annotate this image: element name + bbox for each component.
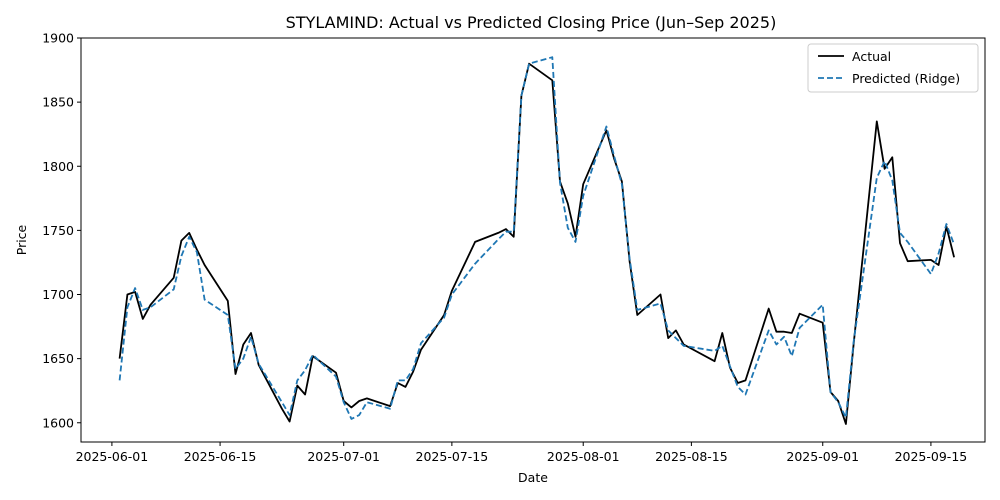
y-tick-label: 1650 [42, 351, 74, 366]
y-axis-label: Price [14, 224, 29, 255]
x-axis: 2025-06-01 2025-06-15 2025-07-01 2025-07-15… [76, 442, 968, 464]
x-tick-label: 2025-06-15 [184, 449, 257, 464]
y-tick-label: 1850 [42, 95, 74, 110]
chart-title: STYLAMIND: Actual vs Predicted Closing P… [286, 13, 777, 32]
x-tick-label: 2025-06-01 [76, 449, 149, 464]
x-tick-label: 2025-09-15 [895, 449, 968, 464]
legend-label-actual: Actual [852, 49, 891, 64]
legend-box [807, 43, 979, 93]
plot-area [80, 37, 986, 443]
y-axis: 1600 1650 1700 1750 1800 1850 1900 [42, 31, 81, 430]
series-lines [118, 56, 955, 425]
x-axis-label: Date [518, 470, 548, 485]
x-tick-label: 2025-07-15 [416, 449, 489, 464]
x-tick-label: 2025-08-15 [655, 449, 728, 464]
axes-frame [80, 37, 986, 443]
x-tick-label: 2025-09-01 [786, 449, 859, 464]
y-tick-label: 1600 [42, 415, 74, 430]
y-tick-label: 1800 [42, 159, 74, 174]
series-line-predicted [118, 56, 955, 420]
y-tick-label: 1900 [42, 31, 74, 46]
legend-label-predicted: Predicted (Ridge) [852, 71, 960, 86]
x-tick-label: 2025-08-01 [547, 449, 620, 464]
x-tick-label: 2025-07-01 [307, 449, 380, 464]
y-tick-label: 1750 [42, 223, 74, 238]
legend: Actual Predicted (Ridge) [807, 43, 979, 93]
y-tick-label: 1700 [42, 287, 74, 302]
